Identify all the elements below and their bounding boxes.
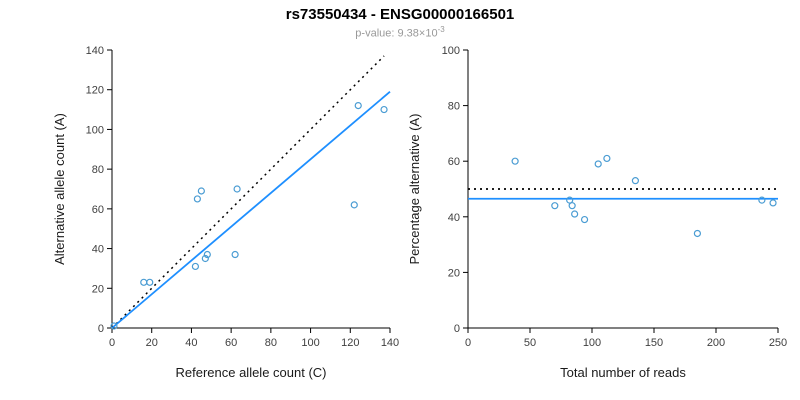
data-point [350, 201, 358, 209]
y-axis-title: Alternative allele count (A) [52, 113, 67, 265]
x-tick-label: 0 [465, 337, 471, 349]
x-tick-label: 100 [301, 337, 319, 349]
data-point [146, 278, 154, 286]
y-tick-label: 40 [448, 212, 460, 224]
data-point [511, 157, 519, 165]
x-tick-label: 0 [109, 337, 115, 349]
x-tick-label: 40 [185, 337, 197, 349]
data-point [197, 187, 205, 195]
y-tick-label: 140 [86, 45, 104, 57]
data-point [203, 250, 211, 259]
data-point [201, 254, 209, 263]
x-tick-label: 150 [645, 337, 663, 349]
data-point [594, 160, 602, 168]
data-point [693, 229, 701, 238]
data-point [603, 154, 611, 163]
pvalue-subtitle: p-value: 9.38×10-3 [0, 25, 800, 40]
data-point [769, 199, 777, 207]
x-tick-label: 50 [524, 337, 536, 349]
y-tick-label: 80 [92, 164, 104, 176]
data-point [380, 105, 388, 114]
x-tick-label: 100 [583, 337, 601, 349]
data-point [193, 195, 201, 203]
x-tick-label: 200 [707, 337, 725, 349]
data-point [140, 278, 148, 286]
data-point [233, 185, 241, 193]
y-tick-label: 60 [448, 156, 460, 168]
y-tick-label: 20 [92, 283, 104, 295]
data-point [231, 250, 239, 259]
data-point [551, 202, 559, 210]
pvalue-exponent: -3 [437, 25, 445, 34]
x-tick-label: 250 [769, 337, 787, 349]
y-tick-label: 100 [442, 45, 460, 57]
data-point [354, 101, 362, 110]
allele-count-scatter-chart: 0 20 40 60 80 100 120 140 0 20 40 60 80 100 120 140 Refe… [52, 45, 399, 380]
y-tick-label: 0 [454, 323, 460, 335]
y-tick-label: 0 [98, 323, 104, 335]
y-tick-label: 20 [448, 267, 460, 279]
fit-line [111, 91, 391, 329]
y-tick-label: 60 [92, 204, 104, 216]
y-tick-label: 100 [86, 124, 104, 136]
data-point [191, 262, 199, 271]
y-axis-title: Percentage alternative (A) [407, 113, 422, 264]
x-axis-title: Total number of reads [560, 365, 686, 380]
data-point [631, 177, 639, 185]
x-tick-label: 140 [381, 337, 399, 349]
x-tick-label: 20 [146, 337, 158, 349]
percentage-reads-scatter-chart: 0 50 100 150 200 250 0 20 40 60 80 100 Total number … [407, 45, 787, 380]
identity-line [111, 55, 385, 329]
x-tick-label: 120 [341, 337, 359, 349]
y-tick-label: 120 [86, 85, 104, 97]
data-point [758, 196, 766, 204]
y-tick-label: 80 [448, 101, 460, 113]
data-point [580, 215, 589, 224]
x-tick-label: 60 [225, 337, 237, 349]
pvalue-text: p-value: 9.38×10 [355, 27, 438, 40]
x-tick-label: 80 [265, 337, 277, 349]
x-axis-title: Reference allele count (C) [175, 365, 326, 380]
data-point [110, 322, 118, 330]
page-title: rs73550434 - ENSG00000166501 [285, 6, 515, 23]
data-point [571, 210, 579, 218]
data-point [568, 202, 576, 210]
y-tick-label: 40 [92, 244, 104, 256]
